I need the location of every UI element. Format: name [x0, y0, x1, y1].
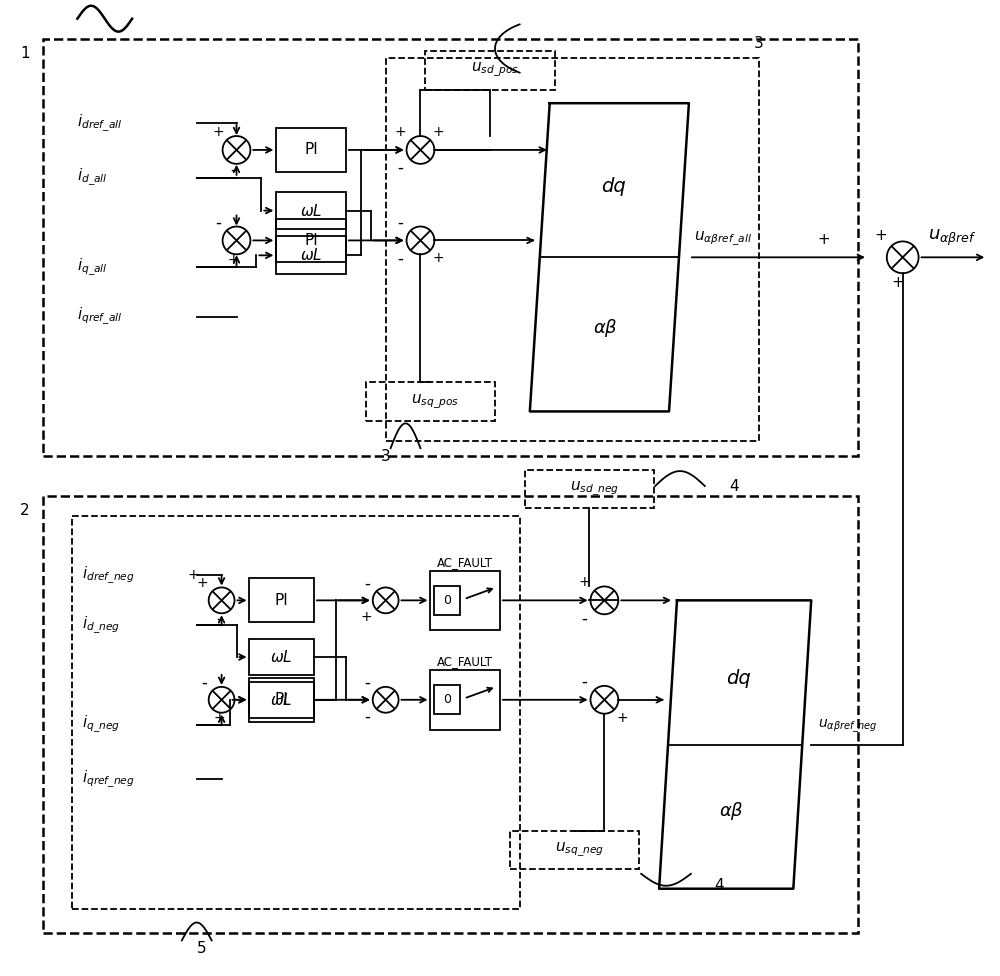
Text: AC_FAULT: AC_FAULT	[437, 656, 493, 669]
Text: +: +	[395, 125, 406, 139]
Text: PI: PI	[304, 142, 318, 157]
Text: $i_{q\_all}$: $i_{q\_all}$	[77, 257, 108, 278]
Bar	[72, 516, 520, 909]
Text: +: +	[433, 125, 444, 139]
Text: $i_{d\_neg}$: $i_{d\_neg}$	[82, 615, 120, 635]
Bar	[434, 685, 460, 714]
Text: 4: 4	[729, 478, 738, 494]
Text: 3: 3	[754, 36, 763, 51]
Bar	[249, 682, 314, 717]
Text: -: -	[201, 673, 207, 692]
Text: -: -	[398, 159, 404, 177]
Text: 0: 0	[443, 693, 451, 707]
Text: $i_{q\_neg}$: $i_{q\_neg}$	[82, 714, 120, 735]
Text: +: +	[197, 577, 209, 590]
Text: $i_{qref\_neg}$: $i_{qref\_neg}$	[82, 769, 135, 790]
Text: +: +	[813, 232, 831, 247]
Text: 0: 0	[443, 593, 451, 607]
Text: $u_{\alpha\beta ref\_neg}$: $u_{\alpha\beta ref\_neg}$	[818, 718, 878, 735]
Text: 2: 2	[20, 504, 30, 518]
Text: +: +	[228, 254, 239, 267]
Bar	[43, 496, 858, 933]
Bar	[430, 571, 500, 630]
Text: PI: PI	[274, 592, 288, 608]
Text: PI: PI	[304, 233, 318, 248]
Text: $u_{sd\_pos}$: $u_{sd\_pos}$	[471, 61, 519, 79]
Text: -: -	[364, 708, 370, 726]
Text: 5: 5	[197, 941, 207, 956]
Text: -: -	[364, 575, 370, 592]
Text: $i_{dref\_all}$: $i_{dref\_all}$	[77, 112, 123, 134]
Text: $i_{qref\_all}$: $i_{qref\_all}$	[77, 306, 123, 328]
Bar	[510, 831, 639, 869]
Bar	[276, 191, 346, 229]
Bar	[249, 579, 314, 623]
Text: -: -	[217, 609, 223, 628]
Text: +: +	[874, 228, 887, 243]
Text: dq: dq	[601, 177, 626, 196]
Text: $u_{sq\_pos}$: $u_{sq\_pos}$	[411, 392, 459, 411]
Text: $\omega L$: $\omega L$	[270, 649, 292, 665]
Text: $\omega L$: $\omega L$	[300, 203, 322, 219]
Text: $\omega L$: $\omega L$	[300, 247, 322, 264]
Bar	[276, 128, 346, 172]
Bar	[249, 678, 314, 721]
Text: -: -	[582, 672, 587, 691]
Bar	[434, 586, 460, 615]
Text: $\alpha\beta$: $\alpha\beta$	[593, 317, 618, 340]
Text: -: -	[364, 673, 370, 692]
Text: +: +	[214, 711, 225, 725]
Bar	[276, 236, 346, 274]
Text: +: +	[213, 125, 224, 139]
Text: 1: 1	[20, 46, 30, 61]
Text: +: +	[616, 711, 628, 725]
Bar	[276, 219, 346, 263]
Text: PI: PI	[274, 692, 288, 708]
Text: $i_{d\_all}$: $i_{d\_all}$	[77, 167, 108, 188]
Bar	[386, 59, 759, 441]
Text: AC_FAULT: AC_FAULT	[437, 556, 493, 569]
Text: +: +	[579, 576, 590, 590]
Text: $u_{\alpha\beta ref\_all}$: $u_{\alpha\beta ref\_all}$	[694, 230, 752, 249]
Text: +: +	[891, 274, 904, 290]
Text: -: -	[216, 214, 222, 231]
Bar	[425, 51, 555, 90]
Text: 4: 4	[714, 878, 724, 893]
Text: +: +	[433, 251, 444, 265]
Bar	[249, 639, 314, 675]
Text: +: +	[188, 568, 200, 583]
Bar	[525, 470, 654, 508]
Text: -: -	[231, 161, 236, 179]
Text: -: -	[582, 609, 587, 628]
Text: -: -	[398, 249, 404, 267]
Text: 3: 3	[381, 449, 391, 464]
Text: $u_{sq\_neg}$: $u_{sq\_neg}$	[555, 841, 604, 859]
Text: $i_{dref\_neg}$: $i_{dref\_neg}$	[82, 565, 135, 586]
Bar	[430, 670, 500, 730]
Bar	[366, 382, 495, 422]
Text: $\omega L$: $\omega L$	[270, 692, 292, 708]
Text: $u_{\alpha\beta ref}$: $u_{\alpha\beta ref}$	[928, 227, 976, 248]
Bar	[43, 39, 858, 456]
Text: $\alpha\beta$: $\alpha\beta$	[719, 800, 743, 822]
Text: -: -	[398, 214, 404, 231]
Text: dq: dq	[726, 669, 751, 688]
Text: +: +	[361, 610, 373, 625]
Text: $u_{sd\_neg}$: $u_{sd\_neg}$	[570, 480, 619, 498]
